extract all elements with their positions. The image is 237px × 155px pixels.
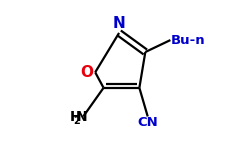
Text: 2: 2 <box>73 116 80 126</box>
Text: Bu-n: Bu-n <box>170 34 205 47</box>
Text: H: H <box>69 110 81 124</box>
Text: CN: CN <box>137 116 158 129</box>
Text: N: N <box>76 110 87 124</box>
Text: N: N <box>113 16 125 31</box>
Text: O: O <box>80 65 93 80</box>
